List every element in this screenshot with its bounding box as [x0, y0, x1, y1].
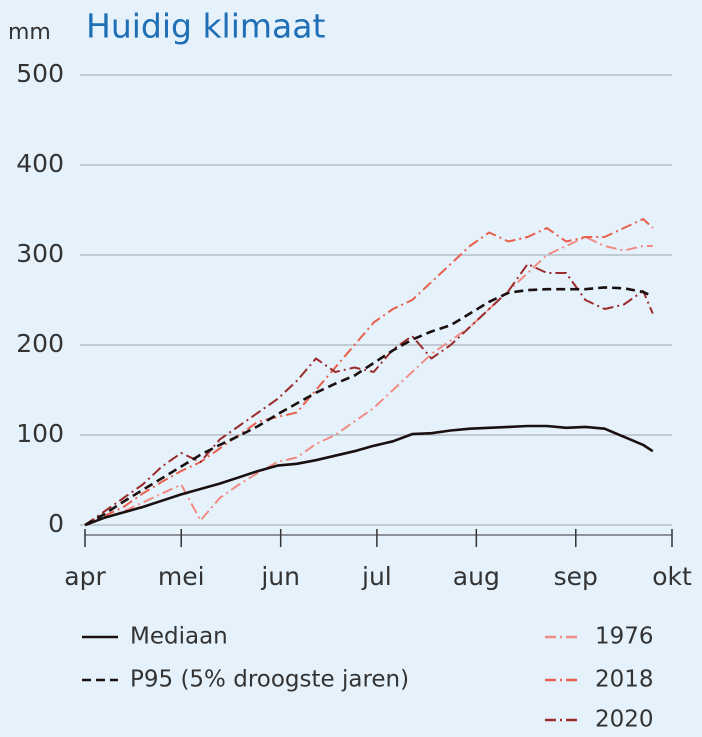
- x-tick-label: aug: [453, 562, 500, 591]
- series-line: [84, 218, 654, 526]
- x-tick-label: apr: [64, 562, 106, 591]
- x-tick-label: jul: [361, 562, 392, 591]
- unit-label: mm: [8, 20, 51, 45]
- x-tick-label: sep: [554, 562, 598, 591]
- series-line: [84, 286, 654, 527]
- chart-title: Huidig klimaat: [86, 7, 325, 46]
- legend-label: P95 (5% droogste jaren): [130, 667, 409, 693]
- series-line: [84, 236, 653, 526]
- legend-label: 2018: [595, 667, 654, 693]
- y-tick-label: 400: [16, 149, 64, 178]
- y-tick-label: 100: [16, 419, 64, 448]
- legend-label: 1976: [595, 624, 654, 650]
- y-tick-label: 500: [16, 59, 64, 88]
- series-line: [84, 424, 654, 527]
- series-line: [84, 263, 654, 526]
- x-tick-label: mei: [158, 562, 205, 591]
- y-tick-label: 0: [48, 509, 64, 538]
- y-tick-label: 300: [16, 239, 64, 268]
- x-tick-label: okt: [652, 562, 692, 591]
- x-tick-label: jun: [260, 562, 300, 591]
- y-tick-label: 200: [16, 329, 64, 358]
- legend-label: Mediaan: [130, 624, 228, 650]
- legend-label: 2020: [595, 707, 654, 733]
